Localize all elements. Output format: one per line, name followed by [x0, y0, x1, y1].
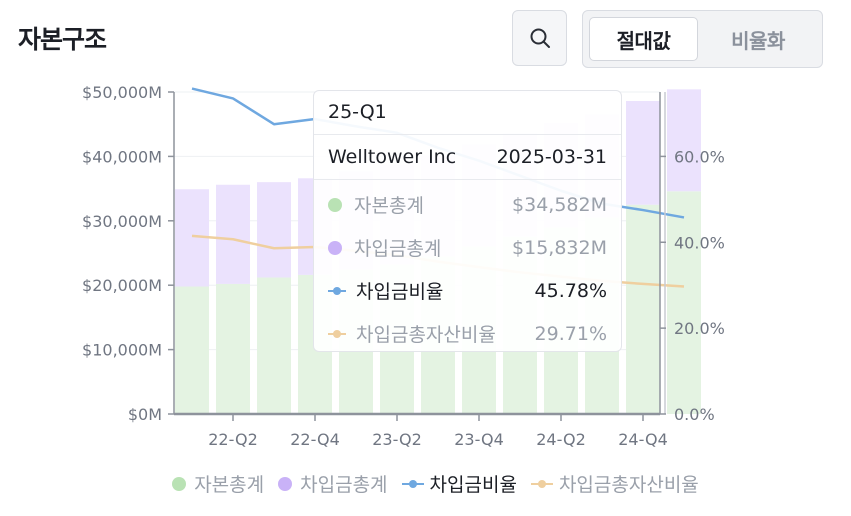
tooltip-divider [314, 134, 621, 135]
bar-debt [257, 182, 291, 278]
tooltip-value: 29.71% [534, 322, 607, 345]
tooltip-label: 차입금비율 [356, 281, 444, 303]
legend-item-equity[interactable]: 자본총계 [172, 470, 264, 497]
legend-equity-dot-icon [172, 476, 187, 491]
tooltip-period: 25-Q1 [328, 101, 387, 123]
y-left-tick-label: $0M [128, 405, 162, 424]
debt-ratio-line-icon [328, 284, 346, 298]
y-right-tick-label: 20.0% [674, 319, 725, 338]
bar-debt [667, 89, 701, 192]
tooltip-label: 차입금총자산비율 [356, 324, 496, 346]
bar-equity [216, 283, 250, 414]
search-button[interactable] [512, 10, 567, 66]
tooltip-row-debt: 차입금총계 $15,832M [328, 234, 607, 261]
tooltip-value: 45.78% [534, 279, 607, 302]
tooltip-divider [314, 179, 621, 180]
chart-legend: 자본총계 차입금총계 차입금비율 차입금총자산비율 [0, 470, 851, 497]
legend-label: 차입금총계 [300, 474, 388, 496]
legend-debt-ratio-line-icon [401, 477, 424, 491]
search-icon [530, 28, 550, 48]
legend-item-debt[interactable]: 차입금총계 [278, 470, 388, 497]
legend-item-debt-ratio[interactable]: 차입금비율 [401, 470, 517, 497]
toggle-ratio[interactable]: 비율화 [731, 28, 785, 53]
y-right-tick-label: 60.0% [674, 147, 725, 166]
bar-equity [257, 277, 291, 414]
tooltip-value: $15,832M [512, 236, 607, 259]
page-title: 자본구조 [18, 25, 107, 54]
y-left-tick-label: $40,000M [82, 147, 162, 166]
y-left-tick-label: $50,000M [82, 83, 162, 102]
debt-swatch-icon [328, 240, 342, 255]
tooltip-row-debt-ratio: 차입금비율 45.78% [328, 277, 607, 304]
bar-debt [626, 101, 660, 205]
chart-tooltip: 25-Q1 Welltower Inc 2025-03-31 자본총계 $34,… [313, 90, 622, 352]
y-left-tick-label: $30,000M [82, 212, 162, 231]
bar-equity [175, 286, 209, 414]
equity-swatch-icon [328, 197, 342, 212]
x-tick-label: 22-Q4 [290, 430, 340, 449]
bar-debt [216, 184, 250, 284]
tooltip-date: 2025-03-31 [496, 146, 607, 168]
bar-equity [626, 204, 660, 414]
legend-label: 차입금총자산비율 [558, 474, 699, 496]
toggle-absolute[interactable]: 절대값 [589, 17, 698, 61]
y-right-tick-label: 0.0% [674, 405, 715, 424]
legend-label: 자본총계 [194, 474, 265, 496]
tooltip-value: $34,582M [512, 193, 607, 216]
legend-item-debt-asset-ratio[interactable]: 차입금총자산비율 [530, 470, 699, 497]
x-tick-label: 23-Q2 [372, 430, 422, 449]
tooltip-label: 자본총계 [354, 195, 424, 217]
legend-debt-asset-ratio-line-icon [530, 477, 553, 491]
tooltip-label: 차입금총계 [354, 238, 442, 260]
bar-equity [667, 191, 701, 414]
y-left-tick-label: $10,000M [82, 341, 162, 360]
y-left-tick-label: $20,000M [82, 276, 162, 295]
x-tick-label: 24-Q4 [618, 430, 668, 449]
tooltip-row-debt-asset-ratio: 차입금총자산비율 29.71% [328, 320, 607, 347]
tooltip-company: Welltower Inc [328, 146, 457, 168]
value-mode-toggle: 절대값 비율화 [582, 10, 823, 68]
y-right-tick-label: 40.0% [674, 233, 725, 252]
legend-debt-dot-icon [278, 476, 293, 491]
x-tick-label: 24-Q2 [536, 430, 586, 449]
tooltip-company-row: Welltower Inc 2025-03-31 [328, 146, 607, 168]
x-tick-label: 22-Q2 [208, 430, 258, 449]
tooltip-row-equity: 자본총계 $34,582M [328, 191, 607, 218]
debt-asset-ratio-line-icon [328, 327, 346, 341]
x-tick-label: 23-Q4 [454, 430, 504, 449]
legend-label: 차입금비율 [429, 474, 517, 496]
